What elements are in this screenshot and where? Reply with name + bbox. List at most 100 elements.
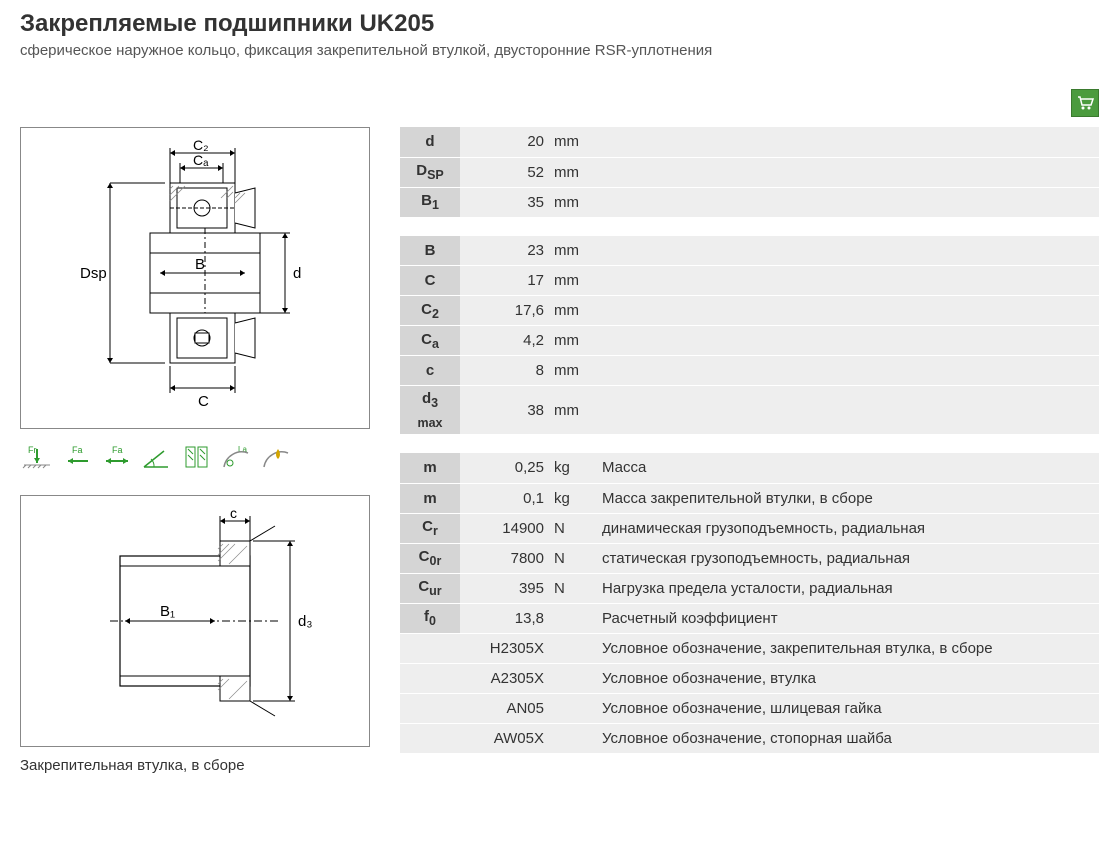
spec-row: C17mm bbox=[400, 266, 1099, 296]
toolbar bbox=[20, 89, 1099, 117]
svg-text:Fr: Fr bbox=[28, 445, 37, 455]
spec-desc bbox=[590, 356, 1099, 386]
spec-unit: mm bbox=[550, 187, 590, 217]
spec-desc: Масса закрепительной втулки, в сборе bbox=[590, 483, 1099, 513]
spec-unit: mm bbox=[550, 236, 590, 266]
spec-value: 20 bbox=[460, 127, 550, 157]
drawing-sleeve: c B₁ bbox=[20, 495, 370, 747]
spec-desc bbox=[590, 157, 1099, 187]
spec-symbol: B bbox=[400, 236, 460, 266]
spec-symbol: Ca bbox=[400, 326, 460, 356]
spec-symbol bbox=[400, 693, 460, 723]
spec-symbol: C bbox=[400, 266, 460, 296]
spec-value: 13,8 bbox=[460, 603, 550, 633]
label-d: d bbox=[293, 265, 301, 282]
symbol-angle bbox=[140, 443, 174, 471]
spec-unit bbox=[550, 603, 590, 633]
spec-value: 52 bbox=[460, 157, 550, 187]
spec-desc: Условное обозначение, стопорная шайба bbox=[590, 723, 1099, 753]
spec-unit: mm bbox=[550, 157, 590, 187]
spec-value: H2305X bbox=[460, 633, 550, 663]
spec-symbol: d3 max bbox=[400, 386, 460, 435]
spec-unit: mm bbox=[550, 326, 590, 356]
spec-value: 38 bbox=[460, 386, 550, 435]
spec-row: f013,8Расчетный коэффициент bbox=[400, 603, 1099, 633]
label-c-small: c bbox=[230, 506, 237, 521]
spec-desc: статическая грузоподъемность, радиальная bbox=[590, 543, 1099, 573]
spec-desc: Расчетный коэффициент bbox=[590, 603, 1099, 633]
spec-desc: Условное обозначение, шлицевая гайка bbox=[590, 693, 1099, 723]
spec-unit: kg bbox=[550, 483, 590, 513]
spec-desc: Условное обозначение, закрепительная вту… bbox=[590, 633, 1099, 663]
spec-row: Ca4,2mm bbox=[400, 326, 1099, 356]
spec-row: B135mm bbox=[400, 187, 1099, 217]
spec-value: 4,2 bbox=[460, 326, 550, 356]
spec-symbol: c bbox=[400, 356, 460, 386]
spec-table-3: m0,25kgМассаm0,1kgМасса закрепительной в… bbox=[400, 453, 1099, 754]
spec-row: Cur395NНагрузка предела усталости, радиа… bbox=[400, 573, 1099, 603]
symbol-seal bbox=[180, 443, 214, 471]
spec-value: AW05X bbox=[460, 723, 550, 753]
spec-unit: kg bbox=[550, 453, 590, 483]
spec-row: d3 max38mm bbox=[400, 386, 1099, 435]
spec-row: H2305X Условное обозначение, закрепительн… bbox=[400, 633, 1099, 663]
spec-desc bbox=[590, 386, 1099, 435]
spec-value: 0,1 bbox=[460, 483, 550, 513]
drawing-sleeve-caption: Закрепительная втулка, в сборе bbox=[20, 757, 370, 774]
spec-row: d20mm bbox=[400, 127, 1099, 157]
spec-symbol bbox=[400, 633, 460, 663]
spec-value: 8 bbox=[460, 356, 550, 386]
spec-symbol bbox=[400, 723, 460, 753]
spec-unit: N bbox=[550, 573, 590, 603]
spec-symbol: DSP bbox=[400, 157, 460, 187]
spec-desc: динамическая грузоподъемность, радиальна… bbox=[590, 513, 1099, 543]
spec-value: 17,6 bbox=[460, 296, 550, 326]
spec-symbol: m bbox=[400, 453, 460, 483]
svg-text:Fa: Fa bbox=[72, 445, 83, 455]
spec-unit: mm bbox=[550, 296, 590, 326]
label-c2: C₂ bbox=[193, 138, 209, 153]
spec-desc: Условное обозначение, втулка bbox=[590, 663, 1099, 693]
spec-unit: N bbox=[550, 513, 590, 543]
spec-symbol: Cur bbox=[400, 573, 460, 603]
label-c: C bbox=[198, 393, 209, 410]
drawing-bearing: C₂ Cₐ Dsp bbox=[20, 127, 370, 429]
label-b: B bbox=[195, 256, 205, 273]
spec-table-2: B23mmC17mmC217,6mmCa4,2mmc8mmd3 max38mm bbox=[400, 236, 1099, 436]
spec-table-1: d20mmDSP52mmB135mm bbox=[400, 127, 1099, 218]
spec-unit: mm bbox=[550, 356, 590, 386]
spec-row: Cr14900Nдинамическая грузоподъемность, р… bbox=[400, 513, 1099, 543]
spec-desc: Нагрузка предела усталости, радиальная bbox=[590, 573, 1099, 603]
spec-desc bbox=[590, 236, 1099, 266]
spec-row: AN05Условное обозначение, шлицевая гайка bbox=[400, 693, 1099, 723]
spec-row: DSP52mm bbox=[400, 157, 1099, 187]
symbol-la: La bbox=[220, 443, 254, 471]
spec-desc: Масса bbox=[590, 453, 1099, 483]
spec-unit bbox=[550, 633, 590, 663]
spec-symbol: m bbox=[400, 483, 460, 513]
symbol-fa-left: Fa bbox=[60, 443, 94, 471]
spec-desc bbox=[590, 187, 1099, 217]
spec-unit bbox=[550, 693, 590, 723]
spec-row: C217,6mm bbox=[400, 296, 1099, 326]
symbol-fa-both: Fa bbox=[100, 443, 134, 471]
page-subtitle: сферическое наружное кольцо, фиксация за… bbox=[20, 42, 1099, 59]
cart-icon[interactable] bbox=[1071, 89, 1099, 117]
label-d3: d₃ bbox=[298, 613, 312, 630]
spec-row: A2305X Условное обозначение, втулка bbox=[400, 663, 1099, 693]
spec-unit: mm bbox=[550, 266, 590, 296]
symbol-row: Fr Fa Fa La bbox=[20, 439, 370, 475]
symbol-lube bbox=[260, 443, 294, 471]
content-area: C₂ Cₐ Dsp bbox=[20, 127, 1099, 774]
label-ca: Cₐ bbox=[193, 152, 209, 168]
spec-value: A2305X bbox=[460, 663, 550, 693]
spec-value: 7800 bbox=[460, 543, 550, 573]
spec-symbol: d bbox=[400, 127, 460, 157]
spec-symbol: Cr bbox=[400, 513, 460, 543]
spec-desc bbox=[590, 266, 1099, 296]
spec-desc bbox=[590, 296, 1099, 326]
spec-symbol: B1 bbox=[400, 187, 460, 217]
spec-value: 14900 bbox=[460, 513, 550, 543]
spec-symbol: C0r bbox=[400, 543, 460, 573]
symbol-fr: Fr bbox=[20, 443, 54, 471]
